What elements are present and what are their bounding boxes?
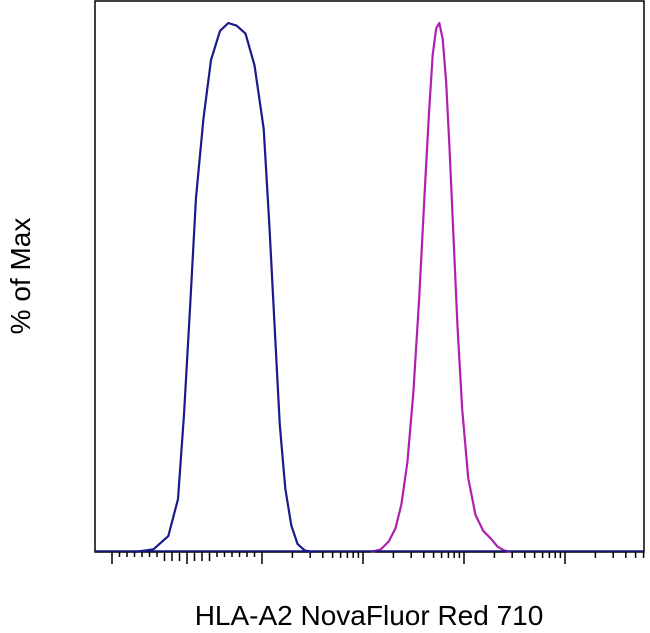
x-axis-ticks [111,552,645,564]
series-layer [95,21,644,554]
x-axis-title: HLA-A2 NovaFluor Red 710 [195,600,544,631]
y-axis-title: % of Max [5,218,36,335]
plot-frame [94,0,645,553]
series-line-2 [370,21,511,554]
series-line-1 [134,21,314,554]
